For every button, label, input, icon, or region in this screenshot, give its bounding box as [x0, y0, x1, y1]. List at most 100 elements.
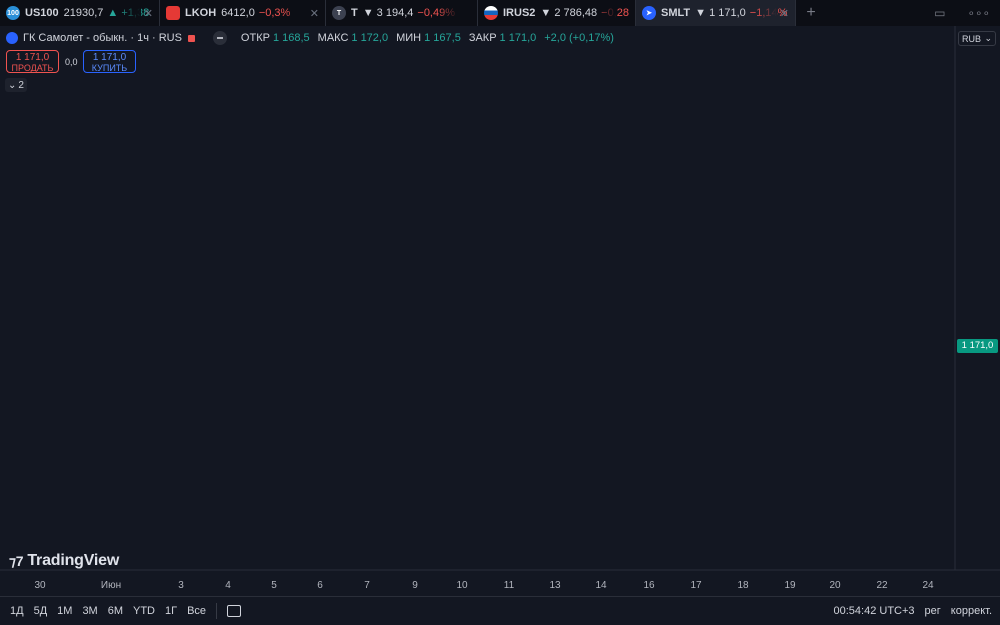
tab-fade [119, 0, 141, 26]
range-buttons: 1Д 5Д 1М 3М 6М YTD 1Г Все [10, 605, 206, 617]
high-label: МАКС [317, 32, 349, 44]
range-3m[interactable]: 3М [82, 605, 98, 617]
tradingview-logo[interactable]: ⁊7 TradingView [9, 552, 119, 570]
x-tick-label: 7 [364, 580, 370, 591]
add-tab-icon[interactable]: + [806, 4, 816, 21]
close-value: 1 171,0 [499, 32, 537, 44]
x-tick-label: 16 [643, 580, 655, 591]
tab-change: −0,3% [258, 7, 291, 19]
x-tick-label: 10 [456, 580, 468, 591]
session-toggle[interactable]: рег [924, 605, 941, 617]
clock-time[interactable]: 00:54:42 UTC+3 [833, 605, 915, 617]
price-axis-bg [955, 26, 1000, 596]
layout-icon[interactable]: ▭ [934, 6, 946, 20]
calendar-icon[interactable] [227, 605, 242, 617]
close-icon[interactable]: ✕ [143, 7, 153, 20]
smlt-icon: ➤ [642, 6, 656, 20]
currency-value: RUB [962, 33, 982, 44]
logo-text: TradingView [27, 552, 120, 569]
tab-price: ▼ 1 171,0 [695, 7, 746, 19]
currency-select[interactable]: RUB ⌄ [958, 31, 996, 46]
price-chart[interactable]: 1270,01260,01250,01240,01230,01220,01210… [0, 26, 1000, 596]
x-tick-label: 9 [412, 580, 418, 591]
indicators-toggle[interactable]: ⌄ 2 [5, 78, 27, 92]
indicators-count: 2 [18, 79, 24, 91]
buy-label: КУПИТЬ [91, 63, 128, 73]
tab-smlt[interactable]: ➤ SMLT ▼ 1 171,0 −1,14% ✕ [636, 0, 796, 26]
x-tick-label: 3 [178, 580, 184, 591]
tab-t[interactable]: T T ▼ 3 194,4 −0,49% [326, 0, 478, 26]
tab-price: ▼ 3 194,4 [362, 7, 414, 19]
tab-symbol: T [351, 7, 358, 19]
more-icon[interactable]: ∘∘∘ [967, 6, 990, 20]
tab-lkoh[interactable]: LKOH 6412,0 −0,3% ✕ [160, 0, 326, 26]
range-1m[interactable]: 1М [57, 605, 73, 617]
buy-button[interactable]: 1 171,0 КУПИТЬ [83, 50, 136, 73]
range-1y[interactable]: 1Г [165, 605, 178, 617]
tab-price: 6412,0 [221, 7, 255, 19]
high-value: 1 172,0 [351, 32, 389, 44]
low-label: МИН [396, 32, 422, 44]
lkoh-icon [166, 6, 180, 20]
x-tick-label: 5 [271, 580, 277, 591]
range-ytd[interactable]: YTD [133, 605, 155, 617]
close-icon[interactable]: ✕ [779, 7, 789, 20]
chevron-down-icon: ⌄ [8, 79, 17, 91]
tab-fade [437, 0, 459, 26]
x-tick-label: 4 [225, 580, 231, 591]
range-all[interactable]: Все [187, 605, 207, 617]
x-tick-label: 11 [504, 580, 515, 591]
x-tick-label: 17 [690, 580, 702, 591]
chart-canvas: 1270,01260,01250,01240,01230,01220,01210… [0, 26, 1000, 596]
x-tick-label: 18 [737, 580, 749, 591]
range-1d[interactable]: 1Д [10, 605, 24, 617]
open-value: 1 168,5 [272, 32, 310, 44]
bottom-toolbar: 1Д 5Д 1М 3М 6М YTD 1Г Все 00:54:42 UTC+3… [0, 596, 1000, 625]
open-label: ОТКР [240, 32, 270, 44]
x-tick-label: 6 [317, 580, 323, 591]
market-status-icon [187, 34, 195, 42]
divider [216, 603, 218, 619]
tab-symbol: SMLT [661, 7, 691, 19]
tab-us100[interactable]: 100 US100 21930,7 ▲ +1,38 ✕ [0, 0, 160, 26]
x-tick-label: 19 [784, 580, 796, 591]
tab-bar: 100 US100 21930,7 ▲ +1,38 ✕ LKOH 6412,0 … [0, 0, 1000, 26]
x-tick-label: 30 [34, 580, 46, 591]
chart-legend: ГК Самолет - обыкн. · 1ч · RUS ОТКР 1 16… [6, 31, 622, 45]
range-5d[interactable]: 5Д [33, 605, 48, 617]
smlt-logo-icon [6, 32, 18, 44]
tradingview-mark-icon: ⁊7 [9, 552, 24, 569]
adjust-toggle[interactable]: коррект. [950, 605, 992, 617]
tab-symbol: US100 [25, 7, 59, 19]
tab-irus2[interactable]: IRUS2 ▼ 2 786,48 −0,28 [478, 0, 636, 26]
spread-value: 0,0 [65, 56, 78, 67]
close-label: ЗАКР [468, 32, 497, 44]
range-6m[interactable]: 6М [107, 605, 123, 617]
buy-price: 1 171,0 [92, 52, 127, 63]
sell-button[interactable]: 1 171,0 ПРОДАТЬ [6, 50, 59, 73]
x-tick-label: 13 [549, 580, 561, 591]
x-tick-label: 22 [876, 580, 888, 591]
tab-symbol: LKOH [185, 7, 217, 19]
tab-fade [595, 0, 617, 26]
chevron-down-icon: ⌄ [984, 33, 992, 43]
x-tick-label: 20 [829, 580, 841, 591]
tab-fade [285, 0, 307, 26]
tab-price: ▼ 2 786,48 [540, 7, 598, 19]
russia-flag-icon [484, 6, 498, 20]
trade-buttons: 1 171,0 ПРОДАТЬ 0,0 1 171,0 КУПИТЬ [6, 50, 136, 73]
tab-fade [755, 0, 777, 26]
x-tick-label: 24 [922, 580, 934, 591]
x-tick-label: Июн [101, 580, 121, 591]
change-value: +2,0 (+0,17%) [544, 32, 614, 44]
close-icon[interactable]: ✕ [309, 7, 319, 20]
tab-symbol: IRUS2 [503, 7, 536, 19]
us100-icon: 100 [6, 6, 20, 20]
symbol-title[interactable]: ГК Самолет - обыкн. · 1ч · RUS [23, 32, 182, 44]
sell-label: ПРОДАТЬ [11, 63, 54, 73]
x-tick-label: 14 [595, 580, 607, 591]
hide-icon[interactable] [212, 31, 227, 45]
tab-price: 21930,7 [63, 7, 104, 19]
low-value: 1 167,5 [424, 32, 461, 44]
t-icon: T [332, 6, 346, 20]
